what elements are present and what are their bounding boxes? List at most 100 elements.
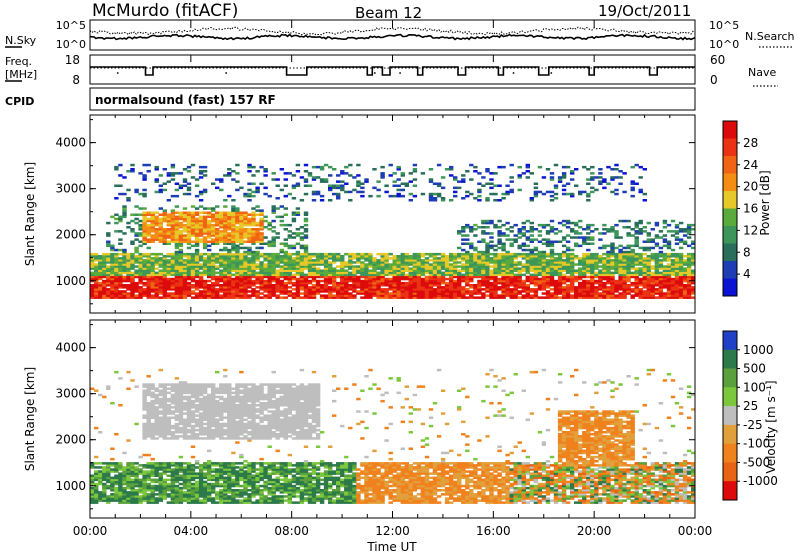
power-cell [299,275,305,279]
power-cell [328,261,333,264]
power-cell [602,273,607,277]
power-cell [211,284,216,287]
power-cell [332,186,337,190]
power-cell [424,294,430,297]
power-cell [243,294,248,297]
power-cell [122,290,127,293]
power-cell [90,288,95,291]
power-cell [368,194,373,198]
velocity-cell [162,418,167,421]
power-cell [90,267,95,270]
power-cell [634,284,639,287]
power-cell [658,273,664,277]
power-cell [368,265,373,268]
power-cell [376,267,381,270]
velocity-cell [94,484,99,488]
power-cell [481,284,486,287]
power-cell [295,269,301,272]
velocity-cell [154,389,159,392]
power-cell [243,255,248,258]
velocity-cell [142,424,147,428]
power-cell [469,261,474,264]
power-cell [529,255,534,258]
power-cell [267,265,272,268]
power-cell [598,281,603,285]
power-cell [509,275,514,279]
power-cell [392,180,397,183]
power-cell [223,265,228,268]
velocity-cell [146,412,151,415]
power-cell [211,182,216,185]
power-cell [178,215,184,219]
power-cell [223,242,228,245]
power-cell [416,296,422,299]
power-cell [400,261,405,264]
power-cell [642,284,647,287]
power-cell [332,192,337,196]
velocity-cell [118,478,123,482]
power-cell [465,288,470,291]
power-cell [182,263,188,266]
velocity-cell [154,431,159,434]
power-cell [473,197,478,200]
power-cell [223,286,228,289]
power-cell [202,259,208,262]
power-cell [465,273,470,277]
power-cell [263,273,268,277]
power-cell [271,279,276,283]
power-cell [235,292,240,295]
power-cell [295,213,301,216]
power-cell [94,257,99,260]
power-cell [634,281,639,285]
power-cell [106,273,111,277]
power-cell [658,275,664,279]
velocity-cell [166,420,171,424]
velocity-cell [114,491,119,494]
power-cell [198,176,204,179]
power-cell [553,252,559,256]
power-cell [376,271,381,275]
power-cell [235,273,240,277]
power-cell [267,290,272,293]
power-cell [194,248,200,252]
velocity-cell [98,462,103,465]
power-cell [618,267,623,270]
power-cell [606,263,611,266]
power-cell [678,238,684,241]
power-cell [614,269,619,272]
power-cell [166,271,171,275]
power-cell [678,263,684,266]
power-cell [404,292,409,295]
power-cell [553,290,559,293]
power-cell [432,279,438,283]
power-cell [436,192,442,196]
power-cell [412,286,418,289]
power-cell [328,275,333,279]
power-cell [630,257,635,260]
power-cell [247,232,252,235]
power-cell [142,240,147,243]
power-cell [574,294,579,297]
power-cell [666,257,672,260]
power-cell [295,284,301,287]
power-cell [130,284,135,287]
power-cell [303,294,309,297]
power-cell [102,269,107,272]
power-cell [118,269,123,272]
power-cell [202,296,208,299]
power-cell [565,284,571,287]
power-cell [412,168,418,171]
power-cell [303,213,309,216]
power-cell [235,163,240,167]
power-cell [404,267,409,270]
power-cell [618,263,623,266]
power-cell [428,279,434,283]
velocity-cell [166,484,171,488]
power-cell [235,244,240,248]
power-cell [501,271,506,275]
power-cell [489,265,494,268]
power-cell [662,294,668,297]
power-cell [565,165,571,169]
power-cell [174,250,180,254]
power-cell [444,255,450,258]
